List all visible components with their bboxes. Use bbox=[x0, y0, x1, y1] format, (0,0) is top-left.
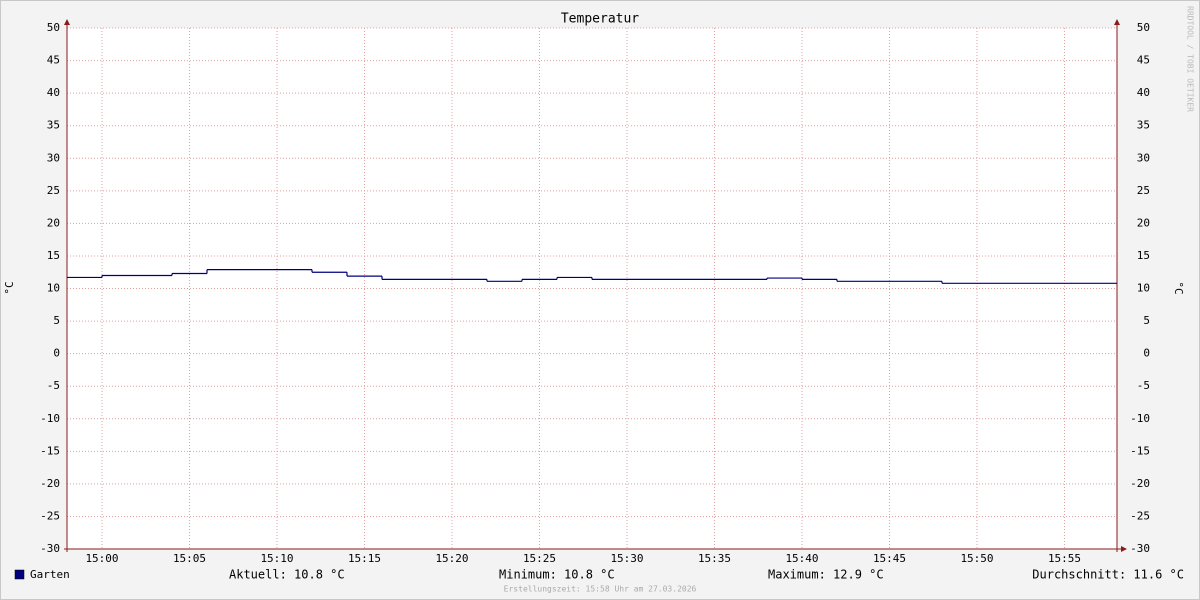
y2-tick-label: 15 bbox=[1137, 249, 1150, 262]
y-tick-label: 50 bbox=[47, 21, 60, 34]
y2-tick-label: 40 bbox=[1137, 86, 1150, 99]
y2-tick-label: 20 bbox=[1137, 216, 1150, 229]
y2-tick-label: -10 bbox=[1130, 412, 1150, 425]
y-tick-label: 25 bbox=[47, 184, 60, 197]
legend-swatch bbox=[14, 569, 25, 580]
y-tick-label: -15 bbox=[40, 444, 60, 457]
legend-stat: Durchschnitt: 11.6 °C bbox=[1032, 568, 1184, 582]
x-tick-label: 15:00 bbox=[85, 552, 118, 565]
x-tick-label: 15:10 bbox=[260, 552, 293, 565]
x-tick-label: 15:25 bbox=[523, 552, 556, 565]
legend-stat: Minimum: 10.8 °C bbox=[499, 568, 615, 582]
x-tick-label: 15:55 bbox=[1048, 552, 1081, 565]
x-tick-label: 15:30 bbox=[610, 552, 643, 565]
x-tick-label: 15:15 bbox=[348, 552, 381, 565]
y-tick-label: -5 bbox=[47, 379, 60, 392]
y-tick-label: 10 bbox=[47, 282, 60, 295]
y2-tick-label: 45 bbox=[1137, 54, 1150, 67]
x-tick-label: 15:20 bbox=[435, 552, 468, 565]
y2-tick-label: -15 bbox=[1130, 444, 1150, 457]
y-tick-label: 45 bbox=[47, 54, 60, 67]
y2-axis-label: °C bbox=[1172, 281, 1185, 294]
y-tick-label: -20 bbox=[40, 477, 60, 490]
y2-tick-label: 35 bbox=[1137, 119, 1150, 132]
y2-tick-label: -30 bbox=[1130, 542, 1150, 555]
x-tick-label: 15:05 bbox=[173, 552, 206, 565]
y-tick-label: 30 bbox=[47, 151, 60, 164]
axis-arrow bbox=[1121, 546, 1127, 552]
y-tick-label: -25 bbox=[40, 509, 60, 522]
y2-tick-label: -25 bbox=[1130, 509, 1150, 522]
y-tick-label: 40 bbox=[47, 86, 60, 99]
y-tick-label: -10 bbox=[40, 412, 60, 425]
y-tick-label: 20 bbox=[47, 216, 60, 229]
y-tick-label: 0 bbox=[53, 347, 60, 360]
x-tick-label: 15:35 bbox=[698, 552, 731, 565]
y2-tick-label: -5 bbox=[1137, 379, 1150, 392]
y-tick-label: 15 bbox=[47, 249, 60, 262]
y2-tick-label: 50 bbox=[1137, 21, 1150, 34]
chart-title: Temperatur bbox=[561, 12, 639, 27]
y2-tick-label: 5 bbox=[1143, 314, 1150, 327]
y2-tick-label: 0 bbox=[1143, 347, 1150, 360]
watermark: RRDTOOL / TOBI OETIKER bbox=[1186, 6, 1195, 112]
x-tick-label: 15:50 bbox=[960, 552, 993, 565]
legend-label: Garten bbox=[30, 568, 70, 581]
legend-stat: Aktuell: 10.8 °C bbox=[229, 568, 345, 582]
y2-tick-label: -20 bbox=[1130, 477, 1150, 490]
y-tick-label: 35 bbox=[47, 119, 60, 132]
y2-tick-label: 30 bbox=[1137, 151, 1150, 164]
footer: Erstellungszeit: 15:58 Uhr am 27.03.2026 bbox=[504, 585, 697, 594]
axis-arrow bbox=[1114, 19, 1120, 25]
y-axis-label: °C bbox=[3, 281, 16, 294]
x-tick-label: 15:40 bbox=[785, 552, 818, 565]
y2-tick-label: 10 bbox=[1137, 282, 1150, 295]
y-tick-label: 5 bbox=[53, 314, 60, 327]
y2-tick-label: 25 bbox=[1137, 184, 1150, 197]
legend-stat: Maximum: 12.9 °C bbox=[768, 568, 884, 582]
axis-arrow bbox=[64, 19, 70, 25]
y-tick-label: -30 bbox=[40, 542, 60, 555]
x-tick-label: 15:45 bbox=[873, 552, 906, 565]
